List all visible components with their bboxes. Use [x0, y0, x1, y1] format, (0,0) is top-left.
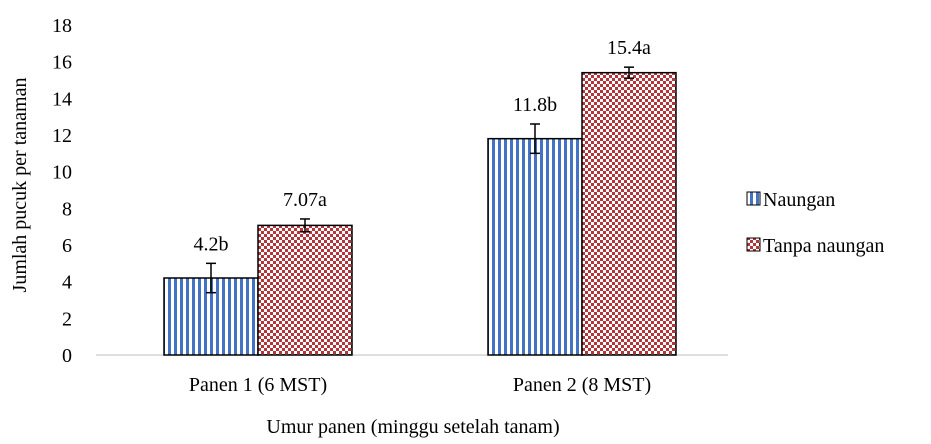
- bar-tanpa-naungan: [257, 224, 353, 356]
- y-axis-title: Jumlah pucuk per tanaman: [9, 78, 31, 293]
- y-tick-label: 6: [62, 235, 72, 257]
- x-axis: Panen 1 (6 MST) Panen 2 (8 MST): [96, 354, 728, 396]
- error-bars: [206, 66, 634, 294]
- legend-swatch-naungan: [746, 191, 761, 206]
- x-tick-label: Panen 2 (8 MST): [513, 374, 651, 396]
- legend-swatch-tanpa-naungan: [746, 237, 761, 252]
- bar-naungan: [487, 137, 583, 356]
- data-labels: 4.2b 11.8b 7.07a 15.4a: [194, 37, 652, 255]
- legend-label-tanpa-naungan: Tanpa naungan: [763, 235, 884, 257]
- y-tick-label: 2: [62, 308, 72, 330]
- legend: Naungan Tanpa naungan: [746, 189, 884, 257]
- y-tick-label: 4: [62, 272, 72, 294]
- y-tick-label: 10: [52, 162, 72, 184]
- y-tick-label: 12: [52, 125, 72, 147]
- bar-tanpa-naungan: [581, 71, 677, 356]
- y-tick-label: 14: [52, 88, 72, 110]
- x-axis-title: Umur panen (minggu setelah tanam): [266, 416, 559, 438]
- x-tick-label: Panen 1 (6 MST): [189, 374, 327, 396]
- y-tick-label: 0: [62, 345, 72, 367]
- data-label: 7.07a: [283, 189, 327, 211]
- data-label: 15.4a: [607, 37, 651, 59]
- y-tick-label: 18: [52, 15, 72, 37]
- y-tick-label: 8: [62, 198, 72, 220]
- legend-label-naungan: Naungan: [763, 189, 835, 211]
- data-label: 11.8b: [513, 94, 557, 116]
- bars: [163, 71, 677, 356]
- data-label: 4.2b: [194, 233, 229, 255]
- y-axis: 0 2 4 6 8 10 12 14 16 18: [52, 15, 72, 367]
- y-tick-label: 16: [52, 52, 72, 74]
